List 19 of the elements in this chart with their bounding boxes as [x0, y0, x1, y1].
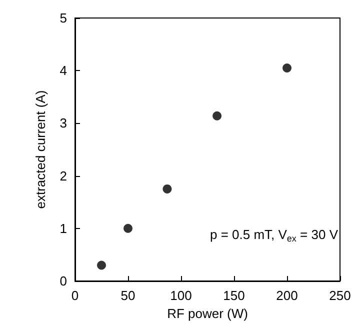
x-axis-title: RF power (W) — [167, 306, 248, 321]
y-tick-label: 0 — [60, 274, 67, 288]
y-tick-label: 5 — [60, 10, 67, 26]
y-axis-title: extracted current (A) — [33, 90, 48, 209]
y-tick-label: 3 — [60, 116, 67, 131]
x-tick-label: 50 — [120, 288, 136, 303]
y-tick-label: 2 — [60, 168, 67, 184]
x-tick-label: 200 — [276, 288, 298, 303]
point — [124, 224, 132, 233]
x-tick-label: 250 — [329, 288, 351, 303]
point — [212, 111, 222, 120]
x-tick-label: 150 — [223, 288, 245, 303]
x-tick-label: 100 — [170, 288, 192, 303]
x-tick-label: 0 — [71, 288, 79, 303]
y-tick-label: 4 — [60, 63, 67, 78]
point — [162, 184, 172, 194]
point — [282, 63, 292, 72]
y-tick-label: 1 — [60, 220, 67, 236]
point — [97, 260, 106, 270]
